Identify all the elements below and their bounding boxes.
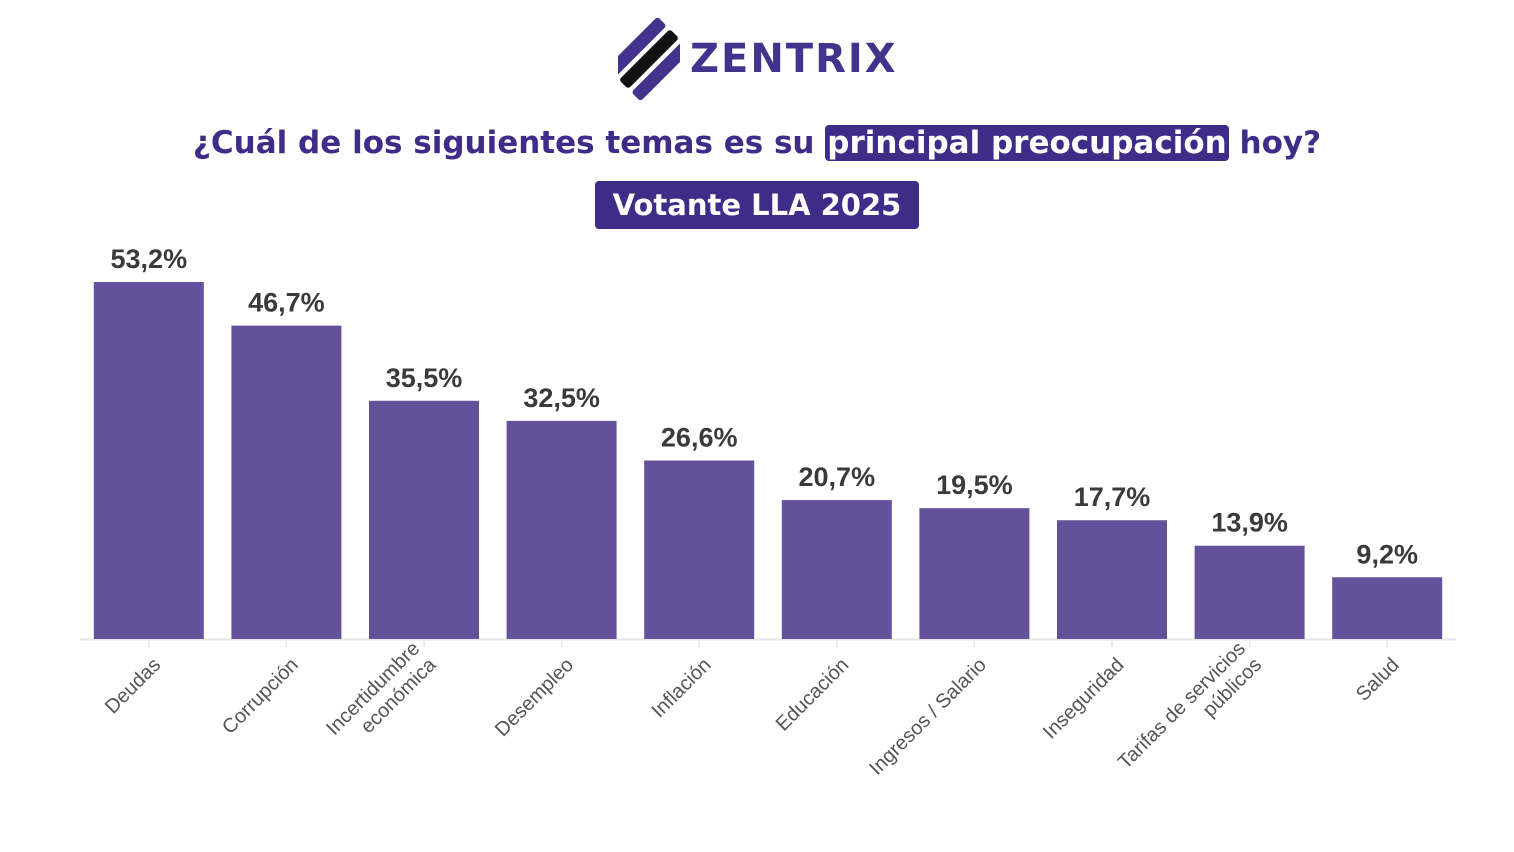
bar (506, 420, 617, 639)
x-tick-label: Corrupción (218, 654, 303, 739)
x-tick-label: Educación (772, 654, 854, 736)
bar (1332, 577, 1443, 639)
subtitle-badge: Votante LLA 2025 (594, 181, 920, 229)
chart-title: ¿Cuál de los siguientes temas es su prin… (0, 117, 1514, 169)
x-tick-label: Deudas (101, 654, 165, 718)
bar (1057, 520, 1167, 639)
title-text-after: hoy? (1228, 125, 1322, 161)
bar (1194, 545, 1305, 639)
x-tick-label: Desempleo (491, 654, 578, 741)
bar (781, 500, 892, 639)
bar (231, 325, 342, 639)
x-tick-label-line: Inflación (647, 654, 715, 722)
data-label: 35,5% (386, 363, 463, 393)
bar (93, 282, 204, 639)
x-tick-label-line: Deudas (101, 654, 165, 718)
title-text-before: ¿Cuál de los siguientes temas es su (192, 125, 826, 161)
data-label: 9,2% (1356, 539, 1418, 569)
data-label: 19,5% (936, 470, 1013, 500)
subtitle-wrapper: Votante LLA 2025 (0, 181, 1514, 229)
x-tick-label-line: Desempleo (491, 654, 578, 741)
bar (644, 460, 755, 639)
x-tick-label-line: Salud (1352, 654, 1404, 706)
data-label: 26,6% (661, 423, 738, 453)
data-label: 17,7% (1074, 482, 1151, 512)
zentrix-logo-icon (618, 18, 680, 100)
brand-logo: ZENTRIX (618, 18, 898, 100)
data-label: 32,5% (523, 383, 600, 413)
bar (919, 508, 1030, 639)
x-tick-label: Salud (1352, 654, 1404, 706)
data-label: 53,2% (111, 244, 188, 274)
data-label: 46,7% (248, 288, 325, 318)
bar (369, 400, 479, 639)
data-label: 13,9% (1211, 508, 1288, 538)
data-label: 20,7% (799, 462, 876, 492)
x-tick-label-line: Educación (772, 654, 854, 736)
x-tick-label: Ingresos / Salario (865, 654, 991, 780)
x-tick-label: Inseguridad (1039, 654, 1128, 743)
x-tick-label: Inflación (647, 654, 715, 722)
x-tick-label-line: Corrupción (218, 654, 303, 739)
x-tick-label-line: Ingresos / Salario (865, 654, 991, 780)
x-tick-label-line: Inseguridad (1039, 654, 1128, 743)
brand-name: ZENTRIX (690, 36, 898, 82)
title-highlight: principal preocupación (825, 125, 1229, 161)
